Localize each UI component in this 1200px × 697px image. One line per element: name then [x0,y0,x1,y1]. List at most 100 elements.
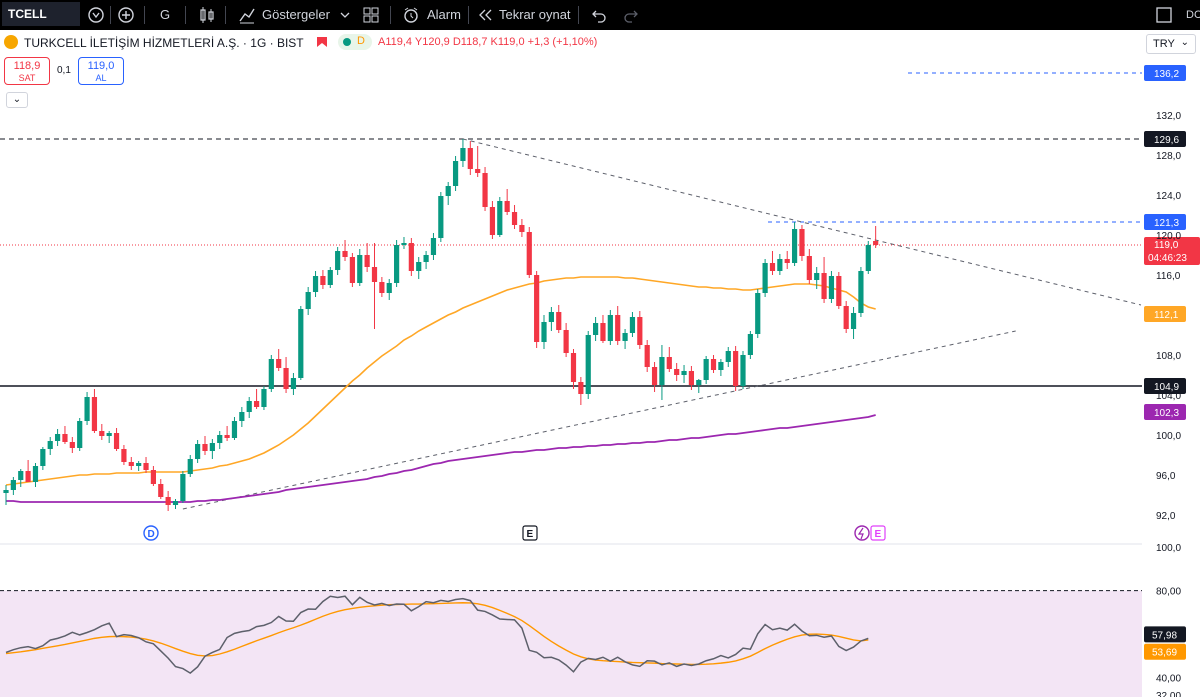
layout-grid-icon[interactable] [362,0,380,30]
candle-body [607,315,613,341]
candle-body [195,444,201,459]
candle-body [312,276,319,292]
redo-icon[interactable] [622,0,640,30]
earnings-marker: E [527,529,534,540]
chevron-down-icon[interactable] [338,0,352,30]
candle-body [121,449,127,462]
candle-body [113,433,120,449]
candle-body [18,471,24,480]
alarm-button[interactable]: Alarm [427,7,461,22]
symbol-label: TCELL [8,7,47,21]
candle-body [504,201,510,212]
d-badge: D [357,35,365,47]
candle-body [814,273,820,280]
y-tick-label: 128,0 [1156,151,1181,162]
earnings-marker-2: E [875,529,882,540]
candle-body [747,334,753,355]
fullscreen-icon[interactable] [1155,0,1173,30]
y-tick-label: 96,0 [1156,471,1176,482]
candle-body [246,401,252,412]
candle-body [688,371,695,385]
candle-body [69,442,75,448]
rsi-background [0,590,1142,697]
candle-body [460,148,466,161]
alarm-clock-icon[interactable] [401,0,421,30]
candle-body [3,490,9,493]
indicators-button[interactable]: Göstergeler [262,7,330,22]
candle-type-icon[interactable] [197,0,217,30]
candle-body [239,412,245,421]
candle-body [224,435,230,438]
candle-body [784,259,790,263]
replay-icon[interactable] [476,0,494,30]
candle-body [755,293,761,334]
rsi-tick-label: 40,00 [1156,673,1181,684]
sell-label: SAT [18,73,36,83]
candle-body [718,362,724,370]
candle-body [209,443,215,451]
symbol-search-button[interactable]: TCELL [2,2,80,26]
candle-body [349,257,355,283]
symbol-title[interactable]: TURKCELL İLETİŞİM HİZMETLERİ A.Ş. · 1G ·… [24,36,304,50]
candle-body [401,243,407,245]
candle-body [696,380,702,385]
buy-label: AL [95,73,107,83]
candle-body [769,263,776,271]
candle-body [371,267,378,282]
candle-body [511,212,518,225]
collapse-legend-button[interactable]: ⌄ [6,92,28,108]
toolbar-right-label[interactable]: DC [1186,9,1200,21]
dividend-marker: D [148,529,155,540]
candle-body [593,323,599,335]
candle-body [290,378,297,389]
add-symbol-icon[interactable] [116,0,136,30]
candle-body [710,359,717,370]
candle-body [268,359,274,389]
compare-icon[interactable] [86,0,106,30]
y-tick-label: 124,0 [1156,191,1181,202]
rsi-label: 57,98 [1152,630,1177,641]
candle-body [843,306,849,329]
market-open-icon [343,38,351,46]
candle-body [452,161,459,186]
candle-body [519,225,525,232]
candle-body [416,262,422,271]
candle-body [364,255,370,267]
candle-body [99,431,105,436]
interval-button[interactable]: G [160,7,171,22]
candle-body [276,359,282,368]
chevron-down-icon: ⌄ [1180,37,1189,48]
price-label-box [1144,378,1186,394]
candle-body [84,397,90,421]
flag-icon[interactable] [317,37,327,47]
rsi-label-box [1144,643,1186,660]
candle-body [865,245,871,271]
indicators-icon[interactable] [237,0,257,30]
candle-body [423,255,429,262]
candle-body [475,169,481,173]
chart-canvas[interactable]: 136,2 129,6 121,3 104,9 119,0 04:46:23 112,1 10… [0,30,1200,697]
rsi-ma-line [5,602,869,666]
candle-body [806,256,812,280]
ohlc-values: A119,4 Y120,9 D118,7 K119,0 +1,3 (+1,10%… [378,36,598,48]
sell-price: 118,9 [13,60,41,72]
candle-body [600,323,606,341]
candle-body [165,497,171,505]
y-tick-label: 100,0 [1156,431,1181,442]
buy-button[interactable]: 119,0 AL [78,57,124,85]
ma-label-box [1144,404,1186,420]
candle-body [622,333,628,341]
price-label-box [1144,214,1186,230]
candle-body [534,275,540,342]
sell-button[interactable]: 118,9 SAT [4,57,50,85]
undo-icon[interactable] [590,0,608,30]
price-label: 136,2 [1154,69,1179,80]
candle-body [445,186,451,196]
candle-body [666,357,672,369]
candle-body [821,273,827,299]
candle-body [54,434,61,441]
currency-select[interactable]: TRY ⌄ [1146,34,1196,54]
replay-button[interactable]: Tekrar oynat [499,7,571,22]
candle-body [828,276,835,299]
candle-body [703,359,709,380]
